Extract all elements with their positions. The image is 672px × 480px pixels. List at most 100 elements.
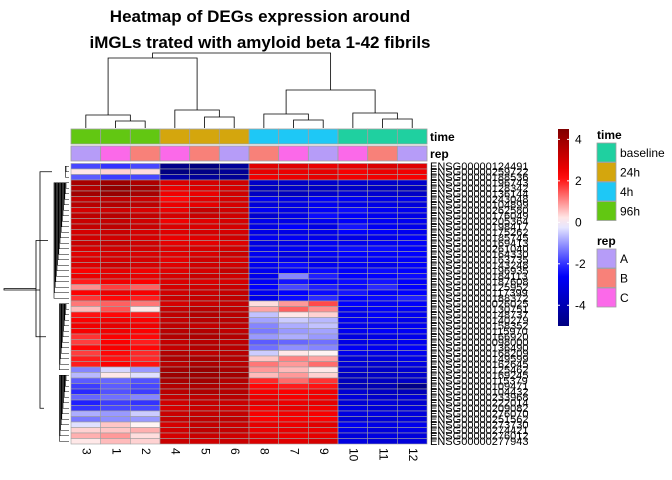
heatmap-cell [70,201,101,208]
heatmap-cell [130,361,161,368]
heatmap-cell [189,350,220,357]
heatmap-cell [248,251,279,258]
heatmap-cell [159,344,190,351]
heatmap-cell [100,377,131,384]
heatmap-cell [397,394,428,401]
heatmap-cell [130,427,161,434]
heatmap-cell [337,168,368,175]
heatmap-cell [367,163,398,170]
heatmap-cell [367,207,398,214]
heatmap-cell [278,333,309,340]
heatmap-cell [278,355,309,362]
heatmap-cell [337,262,368,269]
heatmap-cell [100,421,131,428]
heatmap-cell [70,322,101,329]
heatmap-cell [367,289,398,296]
heatmap-cell [159,284,190,291]
heatmap-cell [130,174,161,181]
heatmap-cell [130,234,161,241]
heatmap-cell [130,405,161,412]
column-dendrogram-link [352,112,398,128]
heatmap-cell [278,179,309,186]
heatmap-cell [100,300,131,307]
heatmap-cell [130,295,161,302]
row-label: ENSG00000276012 [430,430,528,442]
heatmap-cell [337,333,368,340]
heatmap-cell [130,339,161,346]
heatmap-cell [189,366,220,373]
heatmap-cell [130,256,161,263]
row-label: ENSG00000188372 [430,293,528,305]
heatmap-cell [159,234,190,241]
row-label: ENSG00000098000 [430,337,528,349]
heatmap-cell [278,251,309,258]
column-dendrogram-link [204,116,235,128]
heatmap-cell [219,295,250,302]
rep-legend-swatch [596,268,617,288]
heatmap-cell [397,256,428,263]
heatmap-cell [159,388,190,395]
heatmap-cell [248,174,279,181]
heatmap-cell [100,366,131,373]
heatmap-cell [308,295,339,302]
heatmap-cell [100,322,131,329]
heatmap-cell [248,278,279,285]
heatmap-cell [308,163,339,170]
heatmap-cell [397,339,428,346]
heatmap-cell [397,163,428,170]
heatmap-cell [248,432,279,439]
heatmap-cell [248,366,279,373]
heatmap-cell [308,328,339,335]
heatmap-cell [337,267,368,274]
heatmap-cell [100,212,131,219]
heatmap-cell [397,284,428,291]
heatmap-cell [367,394,398,401]
heatmap-cell [397,278,428,285]
heatmap-cell [100,410,131,417]
heatmap-cell [278,278,309,285]
heatmap-cell [159,317,190,324]
heatmap-cell [248,218,279,225]
heatmap-cell [159,262,190,269]
heatmap-cell [278,295,309,302]
heatmap-cell [367,333,398,340]
heatmap-cell [367,212,398,219]
heatmap-cell [189,284,220,291]
annotation-time-cell [189,128,220,145]
heatmap-cell [367,174,398,181]
heatmap-cell [159,438,190,445]
heatmap-cell [248,300,279,307]
annotation-time-cell [337,128,369,145]
heatmap-cell [219,355,250,362]
heatmap-cell [70,438,101,445]
heatmap-cell [219,366,250,373]
heatmap-cell [278,350,309,357]
heatmap-cell [70,207,101,214]
heatmap-cell [189,339,220,346]
heatmap-cell [308,306,339,313]
heatmap-cell [189,240,220,247]
annotation-time-cell [367,128,398,145]
heatmap-cell [367,427,398,434]
time-legend-swatch [596,201,617,221]
heatmap-cell [397,218,428,225]
heatmap-cell [219,333,250,340]
heatmap-cell [397,223,428,230]
heatmap-cell [248,333,279,340]
color-scale-tick-label: 2 [575,174,582,188]
heatmap-cell [219,234,250,241]
row-label: ENSG00000262580 [430,205,528,217]
heatmap-cell [70,383,101,390]
heatmap-cell [397,267,428,274]
heatmap-cell [219,223,250,230]
heatmap-cell [337,284,368,291]
heatmap-cell [159,300,190,307]
heatmap-cell [130,306,161,313]
heatmap-cell [308,339,339,346]
heatmap-cell [100,218,131,225]
heatmap-cell [308,416,339,423]
row-label: ENSG00000148737 [430,309,528,321]
heatmap-cell [70,289,101,296]
heatmap-cell [278,284,309,291]
heatmap-cell [219,339,250,346]
